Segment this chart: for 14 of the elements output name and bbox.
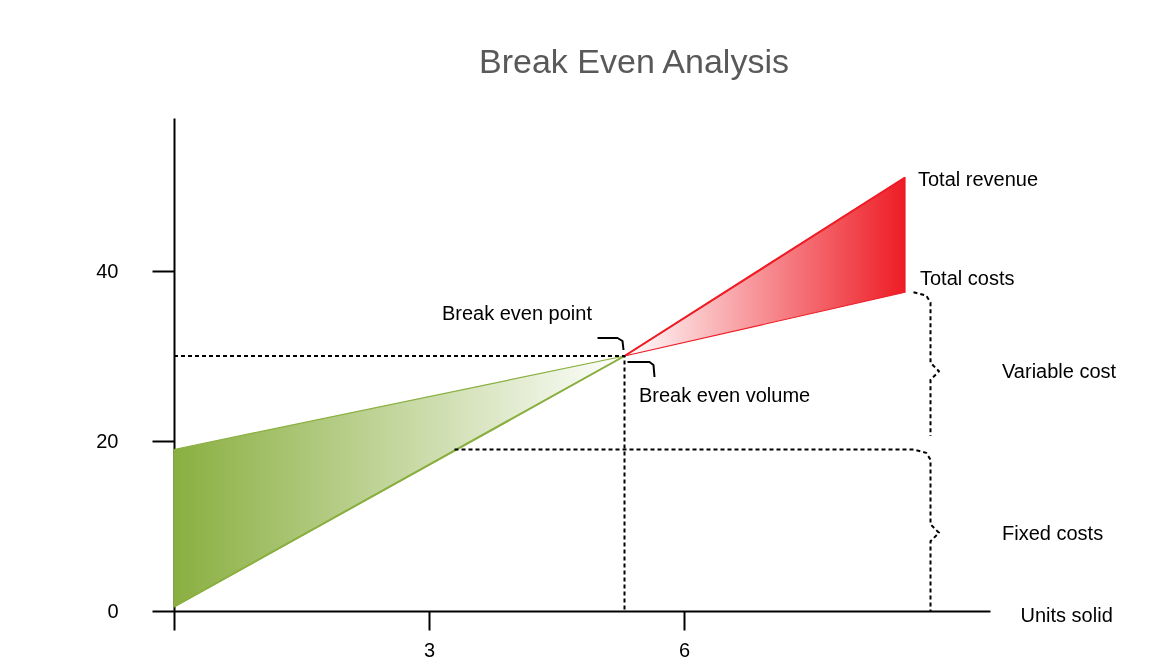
y-tick-label: 20 <box>96 429 119 452</box>
annotation: Total costs <box>920 267 1015 289</box>
text: Fixed costs <box>1002 522 1104 544</box>
y-tick-label: 40 <box>96 259 119 282</box>
line-series <box>912 291 940 437</box>
annotation: Break even volume <box>639 384 811 406</box>
x-tick-label: 3 <box>423 638 436 661</box>
x-axis-title: Units solid <box>1020 603 1113 626</box>
annotation: Break even point <box>441 302 593 324</box>
chart-title: Break Even Analysis <box>479 42 789 80</box>
annotation: Total revenue <box>918 168 1039 190</box>
x-tick-label: 6 <box>678 638 691 661</box>
y-tick-label: 0 <box>107 599 119 622</box>
text: Variable cost <box>1002 360 1117 382</box>
